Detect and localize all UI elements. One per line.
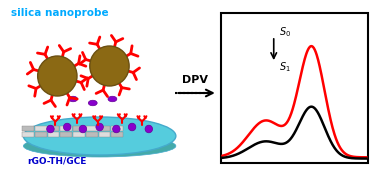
- Bar: [35, 125, 46, 131]
- Bar: [86, 132, 98, 137]
- Text: silica nanoprobe: silica nanoprobe: [11, 8, 109, 18]
- Circle shape: [96, 123, 103, 131]
- Circle shape: [38, 56, 77, 96]
- Text: rGO-TH/GCE: rGO-TH/GCE: [28, 157, 87, 166]
- Text: $S_1$: $S_1$: [279, 60, 290, 74]
- Bar: [35, 132, 46, 137]
- Bar: [99, 125, 110, 131]
- Circle shape: [47, 125, 54, 133]
- Bar: [73, 125, 85, 131]
- Circle shape: [129, 123, 136, 131]
- Ellipse shape: [23, 135, 176, 157]
- Bar: [60, 132, 72, 137]
- Text: $S_0$: $S_0$: [279, 25, 291, 39]
- Circle shape: [113, 125, 120, 133]
- Circle shape: [145, 125, 153, 133]
- Bar: [48, 125, 59, 131]
- Circle shape: [90, 46, 129, 86]
- Bar: [22, 125, 34, 131]
- Bar: [22, 132, 34, 137]
- Text: DPV: DPV: [182, 75, 208, 85]
- Circle shape: [64, 123, 71, 131]
- Bar: [73, 132, 85, 137]
- Ellipse shape: [23, 117, 176, 155]
- Bar: [112, 132, 123, 137]
- FancyBboxPatch shape: [221, 13, 368, 163]
- Ellipse shape: [108, 96, 117, 102]
- Bar: [86, 125, 98, 131]
- Ellipse shape: [69, 96, 77, 102]
- Ellipse shape: [88, 100, 97, 106]
- Bar: [48, 132, 59, 137]
- Bar: [112, 125, 123, 131]
- Bar: [99, 132, 110, 137]
- Bar: [60, 125, 72, 131]
- Circle shape: [79, 125, 87, 133]
